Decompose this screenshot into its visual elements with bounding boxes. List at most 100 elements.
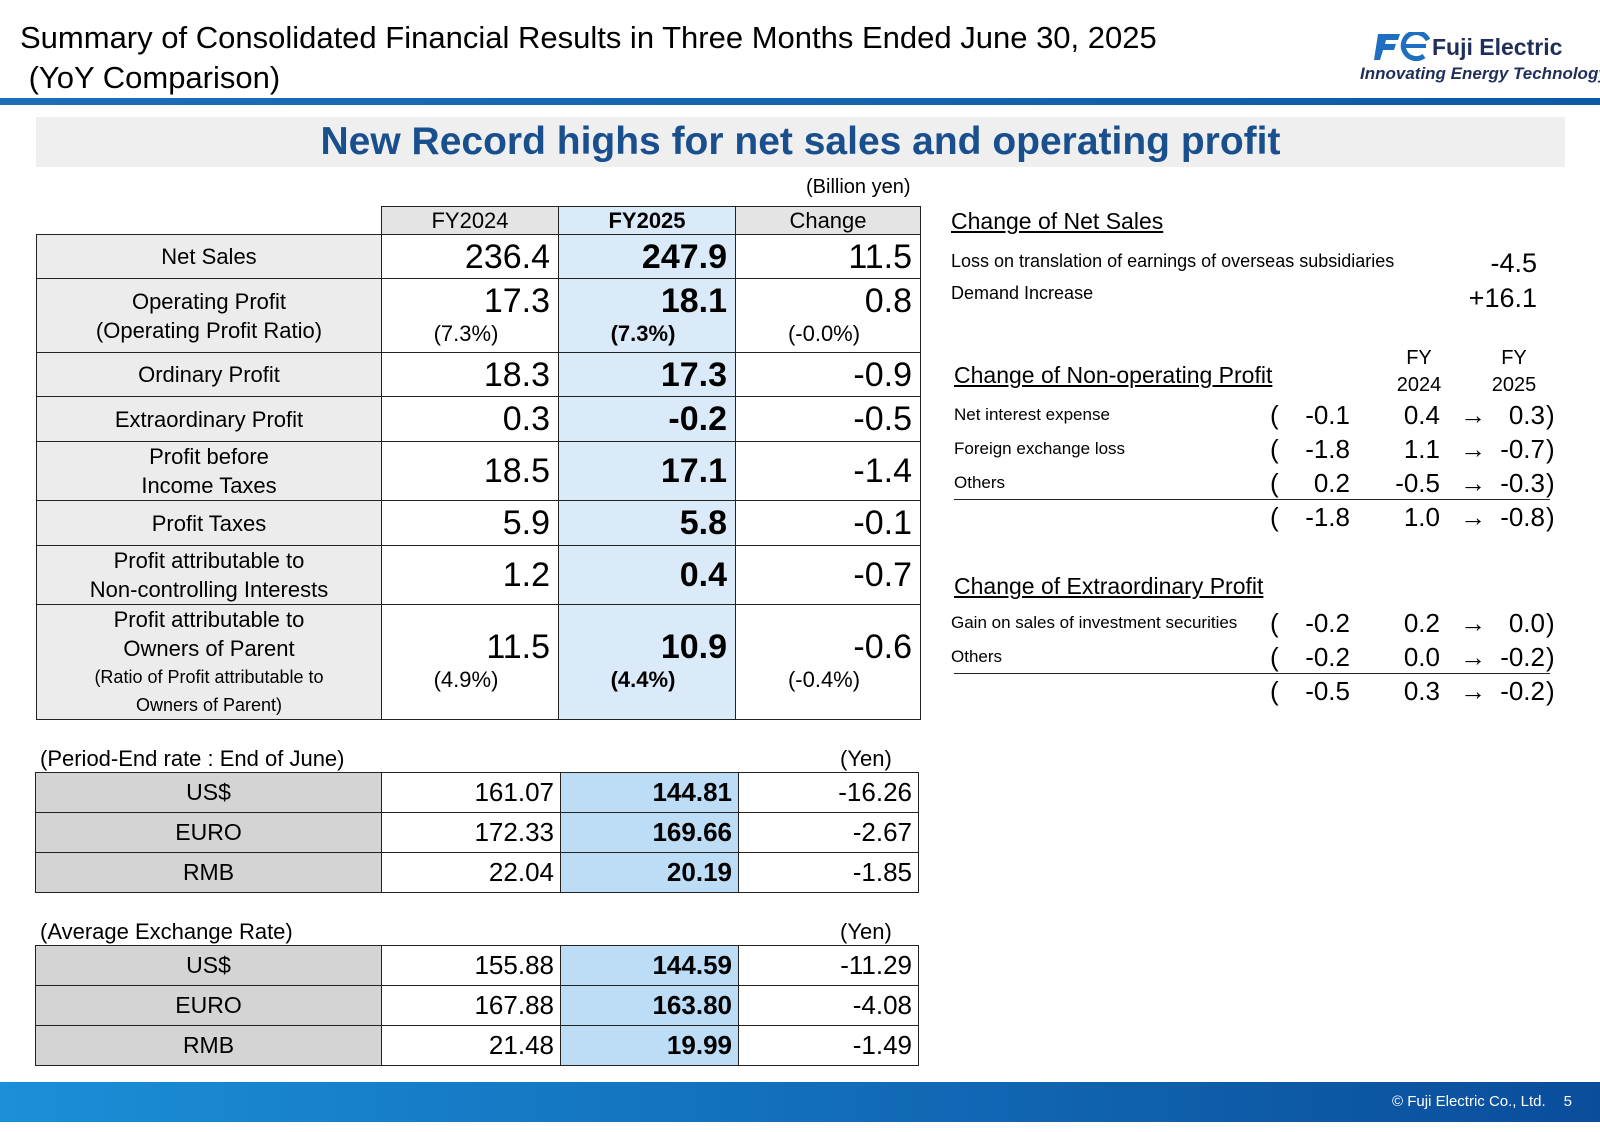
non-operating-total-rule bbox=[954, 499, 1550, 500]
value-change: -0.6 bbox=[853, 628, 912, 666]
rate-change: -4.08 bbox=[852, 990, 912, 1020]
rate-change: -11.29 bbox=[840, 950, 912, 980]
table-row: US$ 161.07 144.81 -16.26 bbox=[35, 772, 919, 813]
value-fy2025: 5.8 bbox=[679, 504, 727, 542]
breakdown-fy2025: -0.3 bbox=[1500, 468, 1545, 498]
value-fy2025: -0.2 bbox=[668, 400, 727, 438]
currency-label: EURO bbox=[175, 819, 242, 845]
breakdown-fy2024: 0.4 bbox=[1403, 400, 1440, 430]
table-row: EURO 172.33 169.66 -2.67 bbox=[35, 812, 919, 853]
breakdown-change: -0.2 bbox=[1305, 642, 1350, 672]
currency-label: RMB bbox=[182, 1032, 235, 1058]
rate-fy2024: 172.33 bbox=[474, 817, 554, 847]
period-end-unit: (Yen) bbox=[840, 746, 892, 771]
open-paren-icon: ( bbox=[1270, 400, 1279, 430]
value-fy2025: 10.9 bbox=[660, 628, 727, 666]
ratio-change: (-0.0%) bbox=[787, 320, 861, 346]
copyright: © Fuji Electric Co., Ltd. bbox=[1392, 1093, 1546, 1110]
currency-label: US$ bbox=[186, 952, 231, 978]
rate-fy2024: 167.88 bbox=[474, 990, 554, 1020]
header-blank bbox=[37, 207, 382, 235]
value-fy2024: 18.5 bbox=[483, 452, 550, 490]
table-row: US$ 155.88 144.59 -11.29 bbox=[35, 945, 919, 986]
value-fy2025: 247.9 bbox=[641, 237, 727, 276]
financial-results-table: FY2024 FY2025 Change Net Sales 236.4 247… bbox=[36, 206, 921, 720]
breakdown-label: Others bbox=[954, 473, 1006, 492]
breakdown-fy2025: -0.8 bbox=[1500, 502, 1545, 532]
currency-label: US$ bbox=[186, 779, 231, 805]
close-paren-icon: ) bbox=[1546, 400, 1555, 430]
title-rule bbox=[0, 98, 1600, 105]
breakdown-change: -0.5 bbox=[1305, 676, 1350, 706]
row-label-line2: Owners of Parent bbox=[123, 636, 295, 661]
breakdown-fy2025: -0.7 bbox=[1500, 434, 1545, 464]
row-label: Profit before bbox=[149, 444, 269, 469]
breakdown-change: -0.2 bbox=[1305, 608, 1350, 638]
page-number: 5 bbox=[1563, 1093, 1572, 1110]
arrow-icon: → bbox=[1460, 676, 1486, 706]
close-paren-icon: ) bbox=[1546, 676, 1555, 706]
open-paren-icon: ( bbox=[1270, 608, 1279, 638]
average-rate-table: US$ 155.88 144.59 -11.29 EURO 167.88 163… bbox=[35, 945, 919, 1066]
table-row: Operating Profit (Operating Profit Ratio)… bbox=[36, 278, 921, 353]
value-change: -1.4 bbox=[853, 452, 912, 490]
value-fy2024: 236.4 bbox=[464, 237, 550, 276]
main-unit: (Billion yen) bbox=[806, 176, 911, 198]
row-label: Profit attributable to bbox=[113, 548, 305, 573]
rate-fy2025: 20.19 bbox=[666, 857, 732, 887]
rate-change: -1.49 bbox=[852, 1030, 912, 1060]
table-row: Profit before Income Taxes 18.5 17.1 -1.4 bbox=[36, 441, 921, 501]
breakdown-change: -0.1 bbox=[1305, 400, 1350, 430]
breakdown-label: Others bbox=[951, 647, 1003, 666]
net-sales-item-label: Loss on translation of earnings of overs… bbox=[951, 251, 1395, 271]
close-paren-icon: ) bbox=[1546, 502, 1555, 532]
arrow-icon: → bbox=[1460, 642, 1486, 672]
ratio-fy2024: (7.3%) bbox=[433, 320, 499, 346]
average-rate-unit: (Yen) bbox=[840, 919, 892, 944]
net-sales-item-label: Demand Increase bbox=[951, 283, 1094, 303]
logo-tagline: Innovating Energy Technology bbox=[1360, 64, 1600, 83]
open-paren-icon: ( bbox=[1270, 502, 1279, 532]
rate-fy2025: 144.59 bbox=[652, 950, 732, 980]
value-fy2024: 11.5 bbox=[486, 628, 550, 666]
open-paren-icon: ( bbox=[1270, 642, 1279, 672]
breakdown-change: 0.2 bbox=[1313, 468, 1350, 498]
value-change: 0.8 bbox=[864, 281, 912, 320]
value-fy2024: 18.3 bbox=[483, 355, 550, 394]
currency-label: RMB bbox=[182, 859, 235, 885]
company-logo: Fuji Electric Innovating Energy Technolo… bbox=[1360, 30, 1600, 90]
row-label: Net Sales bbox=[161, 244, 257, 269]
value-fy2025: 17.1 bbox=[660, 452, 727, 490]
breakdown-fy2024: 1.0 bbox=[1403, 502, 1440, 532]
breakdown-change: -1.8 bbox=[1305, 502, 1350, 532]
footer-bar: © Fuji Electric Co., Ltd. 5 bbox=[0, 1082, 1600, 1122]
logo-name: Fuji Electric bbox=[1432, 34, 1563, 60]
arrow-icon: → bbox=[1460, 434, 1486, 464]
period-end-rate-table: US$ 161.07 144.81 -16.26 EURO 172.33 169… bbox=[35, 772, 919, 893]
table-row: RMB 21.48 19.99 -1.49 bbox=[35, 1025, 919, 1066]
row-label-line2: Non-controlling Interests bbox=[89, 577, 329, 602]
slide-title: Summary of Consolidated Financial Result… bbox=[20, 20, 1157, 95]
breakdown-label: Foreign exchange loss bbox=[954, 439, 1126, 458]
open-paren-icon: ( bbox=[1270, 468, 1279, 498]
non-operating-heading: Change of Non-operating Profit bbox=[954, 362, 1273, 388]
table-row: Profit attributable to Owners of Parent (R… bbox=[36, 604, 921, 720]
row-label: Profit attributable to bbox=[113, 607, 305, 632]
value-fy2024: 0.3 bbox=[502, 400, 550, 438]
net-sales-item-value: -4.5 bbox=[1490, 248, 1537, 278]
ratio-change: (-0.4%) bbox=[787, 667, 861, 692]
arrow-icon: → bbox=[1460, 608, 1486, 638]
ratio-fy2024: (4.9%) bbox=[433, 667, 499, 692]
row-label: Ordinary Profit bbox=[138, 362, 280, 387]
value-fy2024: 1.2 bbox=[502, 556, 550, 594]
rate-fy2024: 161.07 bbox=[474, 777, 554, 807]
open-paren-icon: ( bbox=[1270, 434, 1279, 464]
currency-label: EURO bbox=[175, 992, 242, 1018]
extraordinary-total-rule bbox=[954, 673, 1550, 674]
rate-fy2024: 155.88 bbox=[474, 950, 554, 980]
breakdown-change: -1.8 bbox=[1305, 434, 1350, 464]
arrow-icon: → bbox=[1460, 468, 1486, 498]
table-row: Extraordinary Profit 0.3 -0.2 -0.5 bbox=[36, 396, 921, 442]
breakdown-label: Gain on sales of investment securities bbox=[951, 613, 1238, 632]
close-paren-icon: ) bbox=[1546, 468, 1555, 498]
